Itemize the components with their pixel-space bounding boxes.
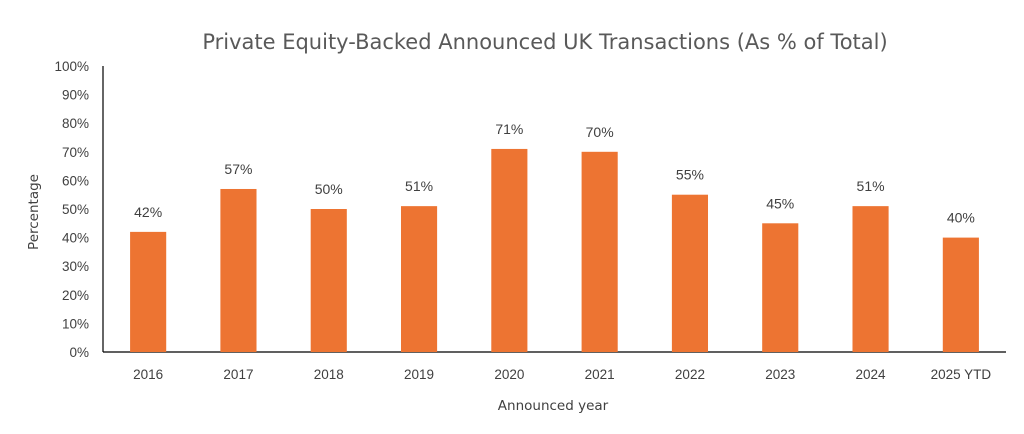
bar-2017 <box>220 188 257 352</box>
x-tick-label: 2018 <box>314 367 344 382</box>
data-label: 71% <box>495 121 523 137</box>
data-label: 51% <box>405 178 433 194</box>
data-label: 51% <box>857 178 885 194</box>
data-label: 57% <box>224 161 252 177</box>
data-label: 45% <box>766 195 794 211</box>
y-tick-label: 20% <box>62 288 89 303</box>
y-tick-label: 90% <box>62 88 89 103</box>
data-label: 50% <box>315 181 343 197</box>
bar-2023 <box>762 223 799 352</box>
y-tick-label: 0% <box>69 345 89 360</box>
y-tick-label: 30% <box>62 259 89 274</box>
y-axis-title: Percentage <box>26 174 42 250</box>
bars <box>130 148 979 352</box>
y-tick-label: 10% <box>62 316 89 331</box>
data-label: 42% <box>134 204 162 220</box>
x-axis-title: Announced year <box>498 398 609 414</box>
y-axis-ticks: 0% 10% 20% 30% 40% 50% 60% 70% 80% 90% 100% <box>54 59 89 360</box>
bar-2022 <box>671 194 709 352</box>
data-labels: 42% 57% 50% 51% 71% 70% 55% 45% 51% 40% <box>134 121 975 226</box>
y-tick-label: 80% <box>62 116 89 131</box>
x-tick-label: 2022 <box>675 367 705 382</box>
x-axis-ticks: 2016 2017 2018 2019 2020 2021 2022 2023 2024 2025… <box>133 367 991 382</box>
x-tick-label: 2021 <box>585 367 615 382</box>
x-tick-label: 2025 YTD <box>931 367 992 382</box>
x-tick-label: 2024 <box>856 367 887 382</box>
data-label: 55% <box>676 167 704 183</box>
x-tick-label: 2023 <box>765 367 795 382</box>
chart-title: Private Equity-Backed Announced UK Trans… <box>202 30 887 54</box>
bar-2016 <box>130 231 167 352</box>
data-label: 40% <box>947 210 975 226</box>
y-tick-label: 70% <box>62 145 89 160</box>
x-tick-label: 2019 <box>404 367 434 382</box>
x-tick-label: 2020 <box>494 367 524 382</box>
y-tick-label: 50% <box>62 202 89 217</box>
bar-2025-ytd <box>942 237 979 352</box>
bar-2018 <box>310 209 347 352</box>
x-tick-label: 2016 <box>133 367 163 382</box>
x-tick-label: 2017 <box>223 367 253 382</box>
bar-2020 <box>491 148 528 352</box>
data-label: 70% <box>586 124 614 140</box>
bar-2019 <box>400 206 438 352</box>
bar-2021 <box>581 151 618 352</box>
y-tick-label: 60% <box>62 173 89 188</box>
bar-2024 <box>852 206 889 352</box>
y-tick-label: 40% <box>62 231 89 246</box>
y-tick-label: 100% <box>54 59 89 74</box>
